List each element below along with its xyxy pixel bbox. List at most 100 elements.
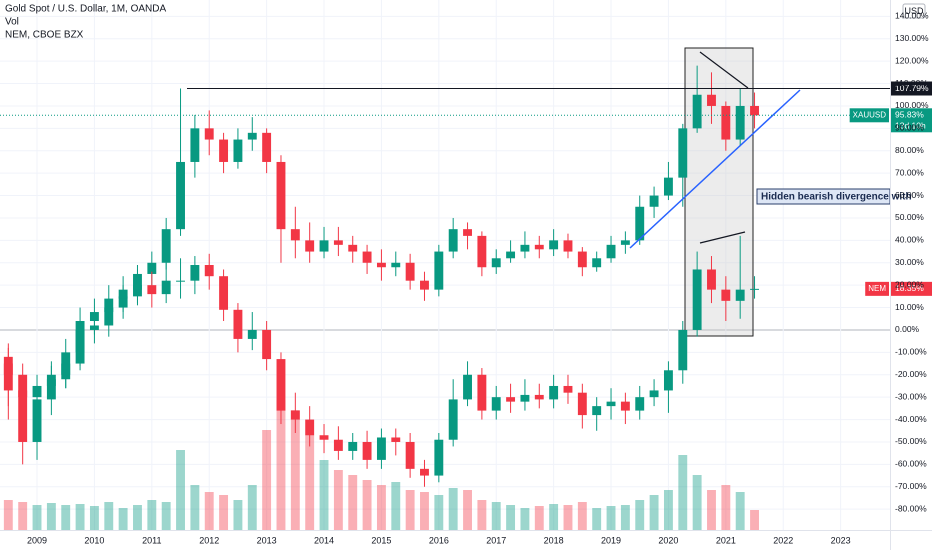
y-tick-label: 20.00%	[895, 279, 924, 289]
candle-body	[247, 132, 257, 140]
volume-bar	[649, 495, 659, 530]
volume-bar	[319, 460, 329, 530]
candle-body	[592, 258, 602, 268]
candle-body	[592, 406, 602, 416]
volume-bar	[549, 504, 559, 530]
candle-body	[391, 437, 401, 442]
candle-body	[577, 392, 587, 416]
candle-body	[161, 229, 171, 263]
last-label: 95.83%	[895, 110, 924, 120]
candle-body	[750, 288, 759, 290]
volume-bar	[133, 505, 142, 530]
y-tick-label: 130.00%	[895, 33, 929, 43]
candle-body	[420, 280, 429, 290]
y-tick-label: -10.00%	[895, 347, 927, 357]
candle-body	[506, 251, 516, 259]
volume-bar	[104, 502, 114, 530]
price-label: 107.79%	[895, 83, 929, 93]
y-tick-label: -50.00%	[895, 436, 927, 446]
volume-bar	[592, 508, 602, 530]
candle-body	[520, 394, 530, 402]
candle-body	[204, 265, 214, 277]
volume-bar	[61, 505, 71, 530]
candle-body	[463, 229, 472, 236]
volume-bar	[463, 490, 472, 530]
candle-body	[663, 370, 673, 391]
candle-body	[620, 240, 630, 245]
candle-body	[32, 399, 42, 442]
candle-body	[262, 329, 272, 360]
candle-body	[118, 289, 128, 299]
series-name: NEM	[868, 284, 886, 293]
series-name-box	[849, 108, 889, 123]
x-tick-label: 2012	[199, 535, 219, 545]
candle-body	[434, 439, 444, 476]
legend-volume: Vol	[5, 17, 19, 28]
candle-body	[692, 269, 702, 330]
volume-bar	[362, 480, 372, 530]
y-tick-label: 0.00%	[895, 324, 920, 334]
volume-bar	[305, 435, 315, 530]
candle-body	[721, 105, 731, 140]
y-tick-label: 30.00%	[895, 257, 924, 267]
volume-bar	[233, 500, 243, 530]
volume-bar	[721, 485, 731, 530]
volume-bar	[620, 505, 630, 530]
candle-body	[463, 374, 472, 400]
x-tick-label: 2010	[84, 535, 104, 545]
series-name: XAUUSD	[853, 110, 887, 119]
candle-layer	[3, 65, 759, 487]
volume-bar	[290, 410, 300, 530]
y-tick-label: -70.00%	[895, 481, 927, 491]
y-tick-label: 10.00%	[895, 302, 924, 312]
volume-bar	[606, 506, 616, 530]
volume-bar	[420, 492, 429, 530]
candle-body	[549, 385, 559, 400]
y-tick-label: 60.00%	[895, 190, 924, 200]
candle-body	[606, 244, 616, 259]
divergence-line	[699, 231, 746, 244]
candle-body	[319, 435, 329, 440]
candle-body	[563, 240, 573, 252]
candle-body	[491, 258, 501, 268]
candle-body	[276, 161, 286, 230]
volume-bar	[678, 455, 688, 530]
candle-body	[290, 229, 300, 241]
candle-body	[434, 251, 444, 290]
volume-bar	[204, 492, 214, 530]
candle-body	[89, 312, 99, 322]
volume-bar	[391, 482, 401, 530]
volume-bar	[147, 500, 157, 530]
y-tick-label: 50.00%	[895, 212, 924, 222]
candle-body	[678, 128, 688, 178]
candle-body	[3, 363, 13, 391]
volume-bar	[477, 500, 487, 530]
volume-bar	[534, 506, 544, 530]
candle-body	[219, 139, 229, 162]
volume-bar	[663, 490, 673, 530]
candle-body	[147, 285, 157, 295]
y-tick-label: -60.00%	[895, 459, 927, 469]
candle-body	[635, 206, 645, 241]
candle-body	[735, 289, 745, 301]
candle-body	[333, 439, 343, 451]
y-tick-label: -40.00%	[895, 414, 927, 424]
x-tick-label: 2020	[658, 535, 678, 545]
candle-body	[333, 240, 343, 245]
volume-bar	[707, 490, 716, 530]
candle-body	[405, 262, 415, 281]
y-tick-label: 40.00%	[895, 235, 924, 245]
volume-bar	[190, 485, 200, 530]
candle-body	[477, 235, 487, 268]
countdown: 13d 10h	[895, 121, 926, 131]
currency-box[interactable]	[902, 3, 926, 19]
candle-body	[405, 441, 415, 469]
volume-bar	[735, 492, 745, 530]
y-tick-label: 70.00%	[895, 167, 924, 177]
annotation: Hidden bearish divergence with	[761, 192, 912, 203]
candle-body	[506, 397, 516, 402]
volume-bar	[333, 470, 343, 530]
y-tick-label: 140.00%	[895, 11, 929, 21]
x-tick-label: 2011	[142, 535, 161, 545]
candle-body	[133, 285, 142, 290]
